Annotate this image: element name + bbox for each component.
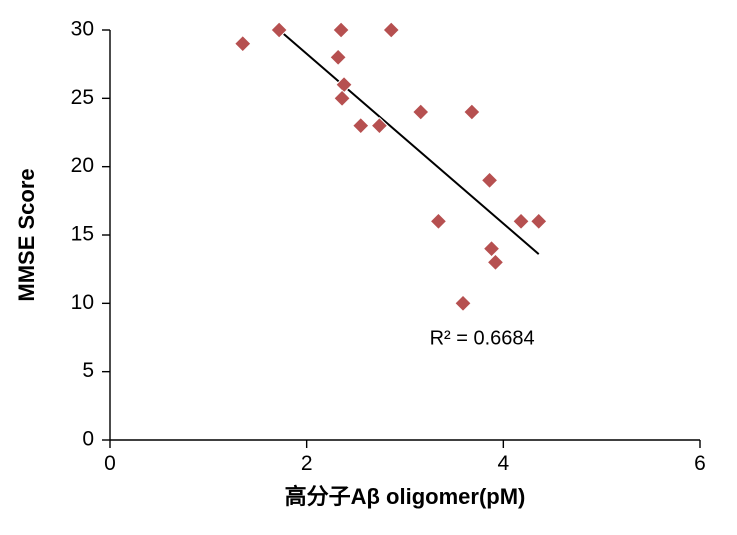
y-axis-label: MMSE Score bbox=[14, 168, 39, 301]
y-tick-label: 0 bbox=[82, 428, 94, 451]
y-tick-label: 15 bbox=[71, 223, 94, 246]
x-tick-label: 6 bbox=[694, 452, 706, 475]
x-tick-label: 4 bbox=[497, 452, 509, 475]
y-tick-label: 30 bbox=[71, 18, 94, 41]
x-tick-label: 0 bbox=[104, 452, 116, 475]
y-tick-label: 25 bbox=[71, 86, 94, 109]
x-axis-label: 高分子Aβ oligomer(pM) bbox=[285, 484, 526, 509]
y-tick-label: 20 bbox=[71, 154, 94, 177]
y-tick-label: 5 bbox=[82, 359, 94, 382]
y-tick-label: 10 bbox=[71, 291, 94, 314]
r-squared-annotation: R² = 0.6684 bbox=[430, 327, 535, 349]
x-tick-label: 2 bbox=[301, 452, 313, 475]
scatter-chart: 0 5 10 15 20 25 30 0 2 4 6 MMSE Score 高分子Aβ oligomer… bbox=[0, 0, 737, 535]
chart-svg: 0 5 10 15 20 25 30 0 2 4 6 MMSE Score 高分子Aβ oligomer… bbox=[0, 0, 737, 535]
